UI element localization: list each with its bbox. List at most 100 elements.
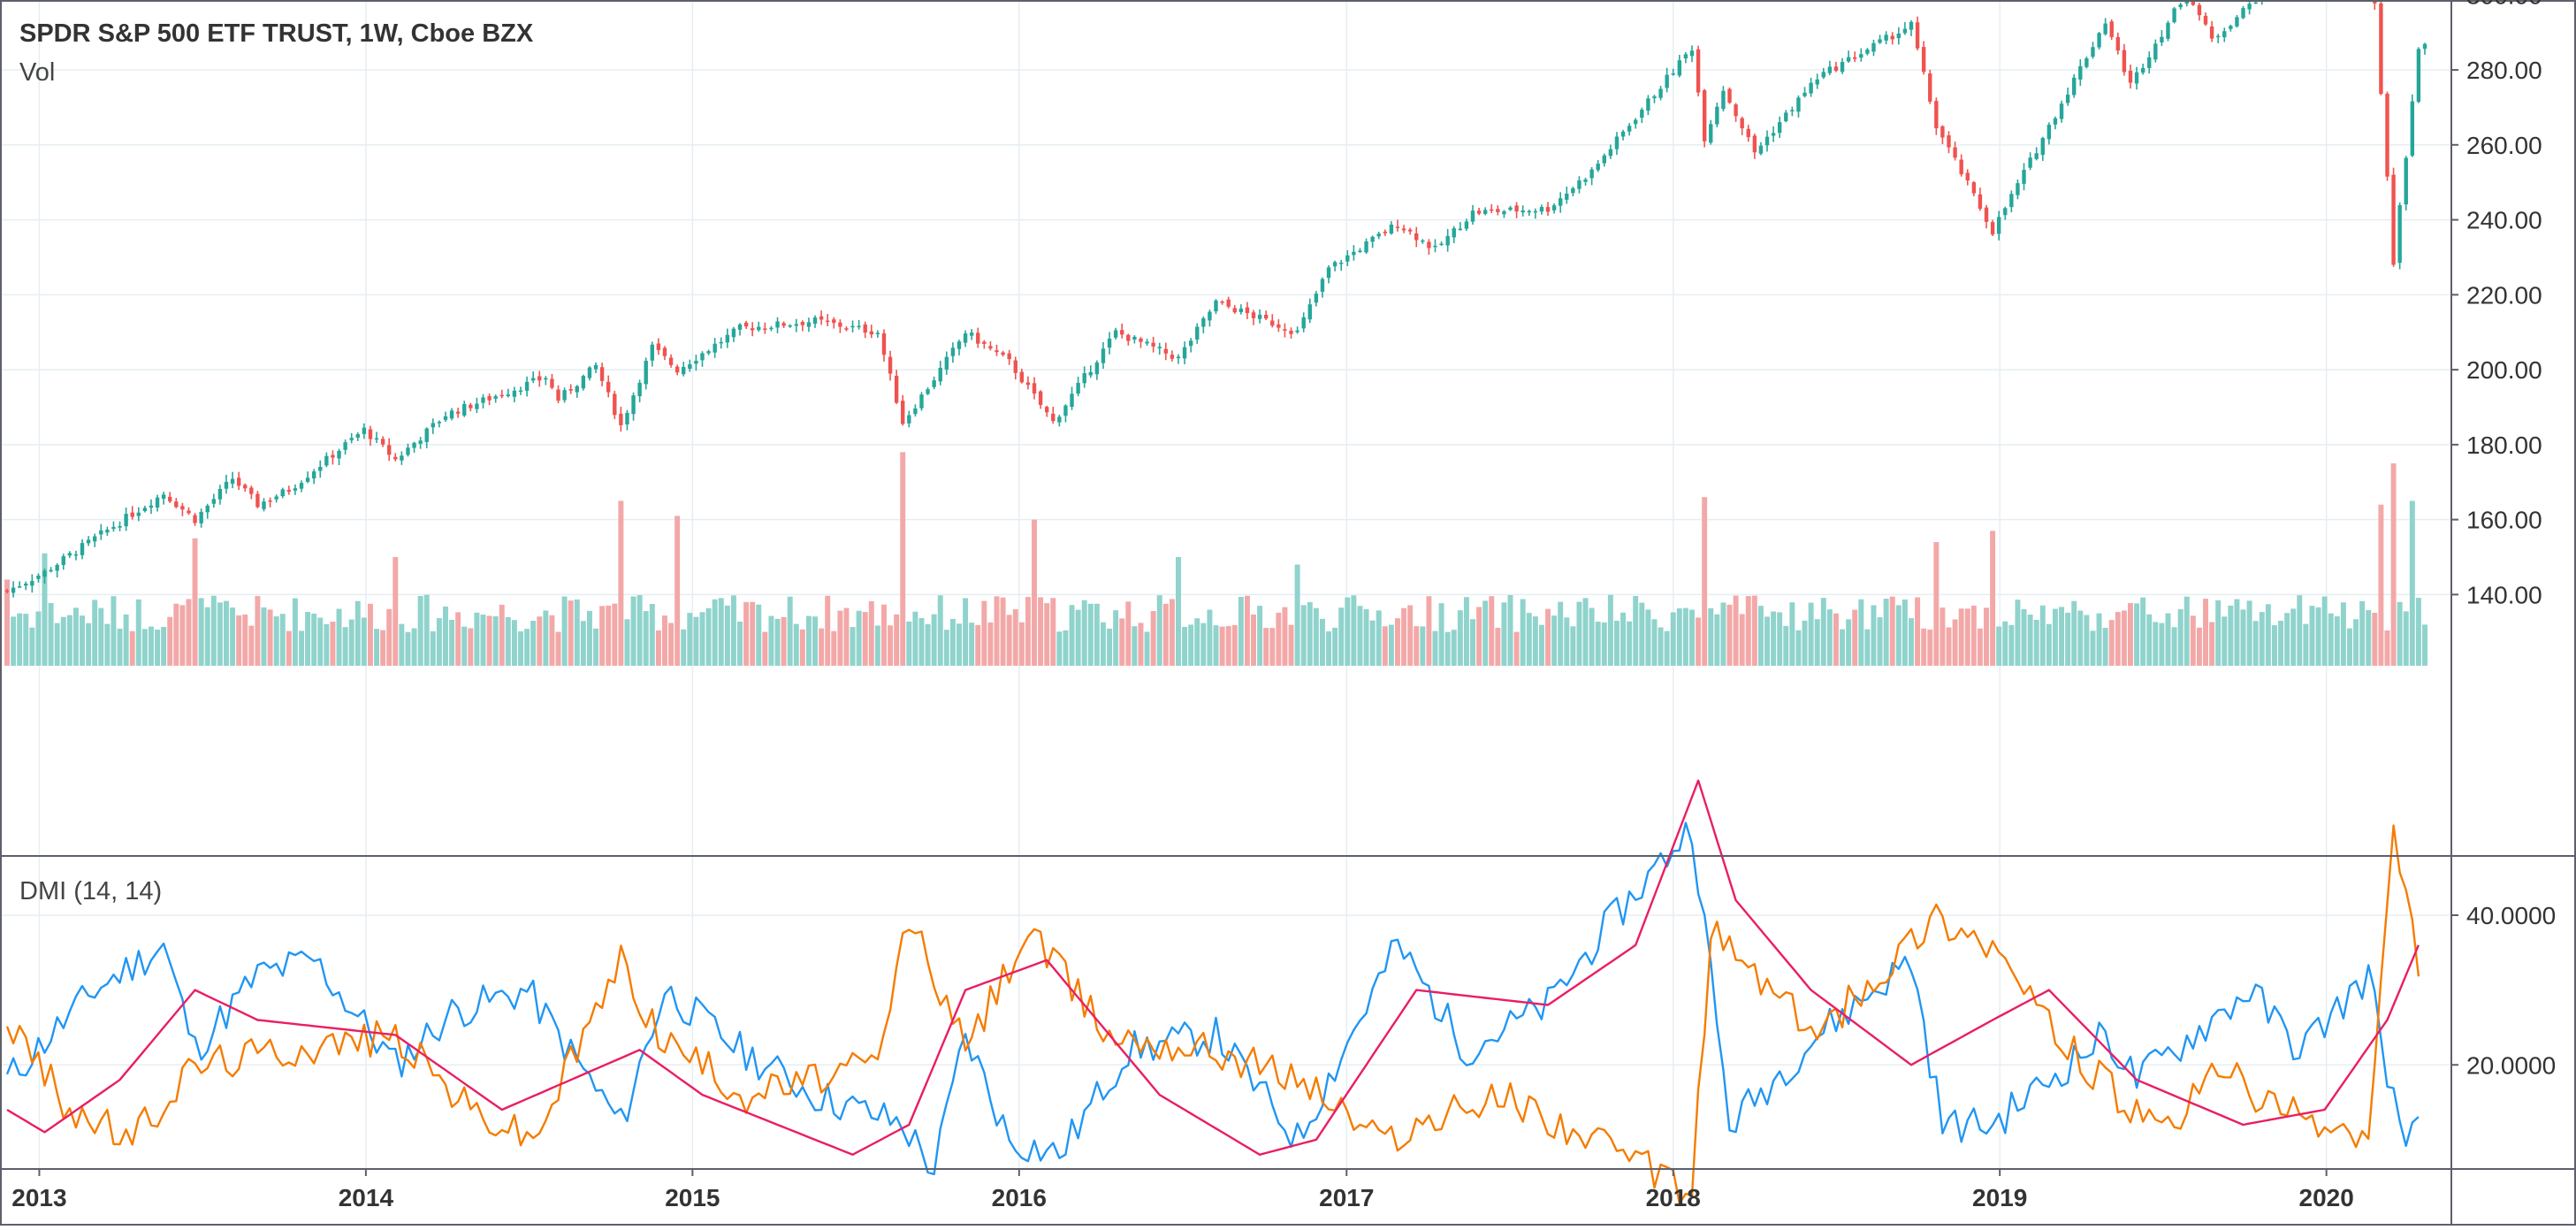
candle-body bbox=[1702, 90, 1707, 141]
volume-bar bbox=[1501, 602, 1507, 666]
volume-bar bbox=[1269, 628, 1276, 666]
candle-body bbox=[1721, 90, 1726, 110]
volume-bar bbox=[2039, 605, 2046, 666]
candle-body bbox=[963, 333, 968, 343]
volume-bar bbox=[1714, 614, 1720, 666]
volume-bar bbox=[1532, 616, 1538, 666]
candle-body bbox=[1896, 33, 1902, 39]
candle-body bbox=[1383, 232, 1388, 233]
chart-title: SPDR S&P 500 ETF TRUST, 1W, Cboe BZX bbox=[19, 19, 534, 48]
candle-body bbox=[587, 367, 592, 378]
candle-body bbox=[493, 396, 498, 399]
volume-bar bbox=[286, 630, 292, 666]
candle-body bbox=[1401, 228, 1406, 231]
candle-body bbox=[1909, 21, 1914, 30]
price-candles[interactable] bbox=[4, 0, 2427, 598]
volume-bar bbox=[1319, 618, 1325, 666]
candle-body bbox=[1101, 348, 1106, 363]
candle-body bbox=[462, 403, 467, 416]
candle-body bbox=[2229, 26, 2233, 29]
candle-body bbox=[400, 455, 404, 461]
volume-bar bbox=[1526, 613, 1532, 666]
volume-bar bbox=[111, 596, 117, 666]
volume-bar bbox=[2065, 612, 2071, 666]
volume-bar bbox=[348, 619, 354, 666]
volume-bar bbox=[2071, 600, 2077, 666]
volume-bar bbox=[1050, 598, 1056, 666]
candle-body bbox=[1352, 251, 1356, 256]
candle-body bbox=[1226, 299, 1231, 307]
volume-bar bbox=[2403, 611, 2409, 666]
volume-bar bbox=[367, 603, 373, 666]
candle-body bbox=[149, 505, 154, 508]
candle-body bbox=[2160, 36, 2164, 43]
volume-bar bbox=[1169, 599, 1175, 666]
candle-body bbox=[769, 327, 774, 330]
candle-body bbox=[1082, 372, 1086, 384]
volume-bar bbox=[1407, 605, 1414, 666]
volume-bar bbox=[436, 618, 442, 666]
candle-body bbox=[318, 466, 323, 471]
volume-bar bbox=[1570, 626, 1576, 666]
volume-bar bbox=[630, 596, 636, 666]
volume-bar bbox=[2059, 607, 2065, 666]
volume-bar bbox=[1125, 601, 1132, 666]
candle-body bbox=[1840, 62, 1845, 73]
volume-bar bbox=[674, 516, 681, 666]
volume-bar bbox=[693, 616, 699, 666]
volume-bar bbox=[2366, 609, 2372, 666]
volume-bar bbox=[2021, 608, 2027, 666]
candle-body bbox=[1270, 320, 1275, 326]
volume-bar bbox=[1558, 601, 1564, 666]
volume-bar bbox=[518, 631, 523, 666]
candle-body bbox=[1771, 133, 1776, 136]
candle-body bbox=[1220, 301, 1224, 303]
volume-bar bbox=[1470, 619, 1475, 666]
candle-body bbox=[812, 317, 818, 325]
dmi-tick-label: 20.0000 bbox=[2466, 1051, 2556, 1079]
candle-body bbox=[550, 378, 554, 388]
dmi-lines[interactable] bbox=[5, 779, 2420, 1204]
candle-body bbox=[161, 494, 166, 500]
volume-bar bbox=[969, 623, 975, 666]
candle-body bbox=[832, 319, 836, 324]
volume-bar bbox=[1018, 622, 1025, 666]
candle-body bbox=[4, 590, 10, 592]
volume-bar bbox=[2015, 600, 2021, 666]
candle-body bbox=[1640, 110, 1644, 118]
volume-bar bbox=[461, 626, 468, 666]
volume-bar bbox=[1213, 625, 1219, 666]
candle-body bbox=[224, 481, 229, 489]
candle-body bbox=[2065, 95, 2070, 103]
candle-body bbox=[888, 356, 893, 374]
volume-bar bbox=[662, 615, 667, 666]
candle-body bbox=[1715, 106, 1719, 125]
candle-body bbox=[1884, 34, 1888, 41]
volume-bar bbox=[543, 610, 549, 666]
candle-body bbox=[581, 376, 586, 389]
volume-bar bbox=[60, 616, 66, 666]
candle-body bbox=[469, 404, 473, 409]
volume-bar bbox=[1238, 597, 1244, 666]
candle-body bbox=[255, 493, 260, 508]
candle-body bbox=[437, 422, 442, 424]
volume-bar bbox=[1927, 629, 1933, 666]
candle-body bbox=[1389, 225, 1394, 234]
volume-bar bbox=[750, 601, 756, 666]
candle-body bbox=[613, 393, 617, 416]
candle-body bbox=[1928, 73, 1932, 102]
candle-body bbox=[2078, 65, 2083, 80]
volume-bar bbox=[1332, 627, 1338, 666]
volume-bar bbox=[2340, 602, 2346, 666]
candle-body bbox=[537, 376, 542, 381]
candle-body bbox=[781, 323, 786, 326]
candle-body bbox=[662, 348, 667, 356]
volume-bar bbox=[123, 614, 129, 666]
volume-bar bbox=[718, 598, 724, 666]
volume-bar bbox=[1601, 622, 1607, 666]
candle-body bbox=[142, 508, 148, 511]
candle-body bbox=[556, 389, 560, 401]
